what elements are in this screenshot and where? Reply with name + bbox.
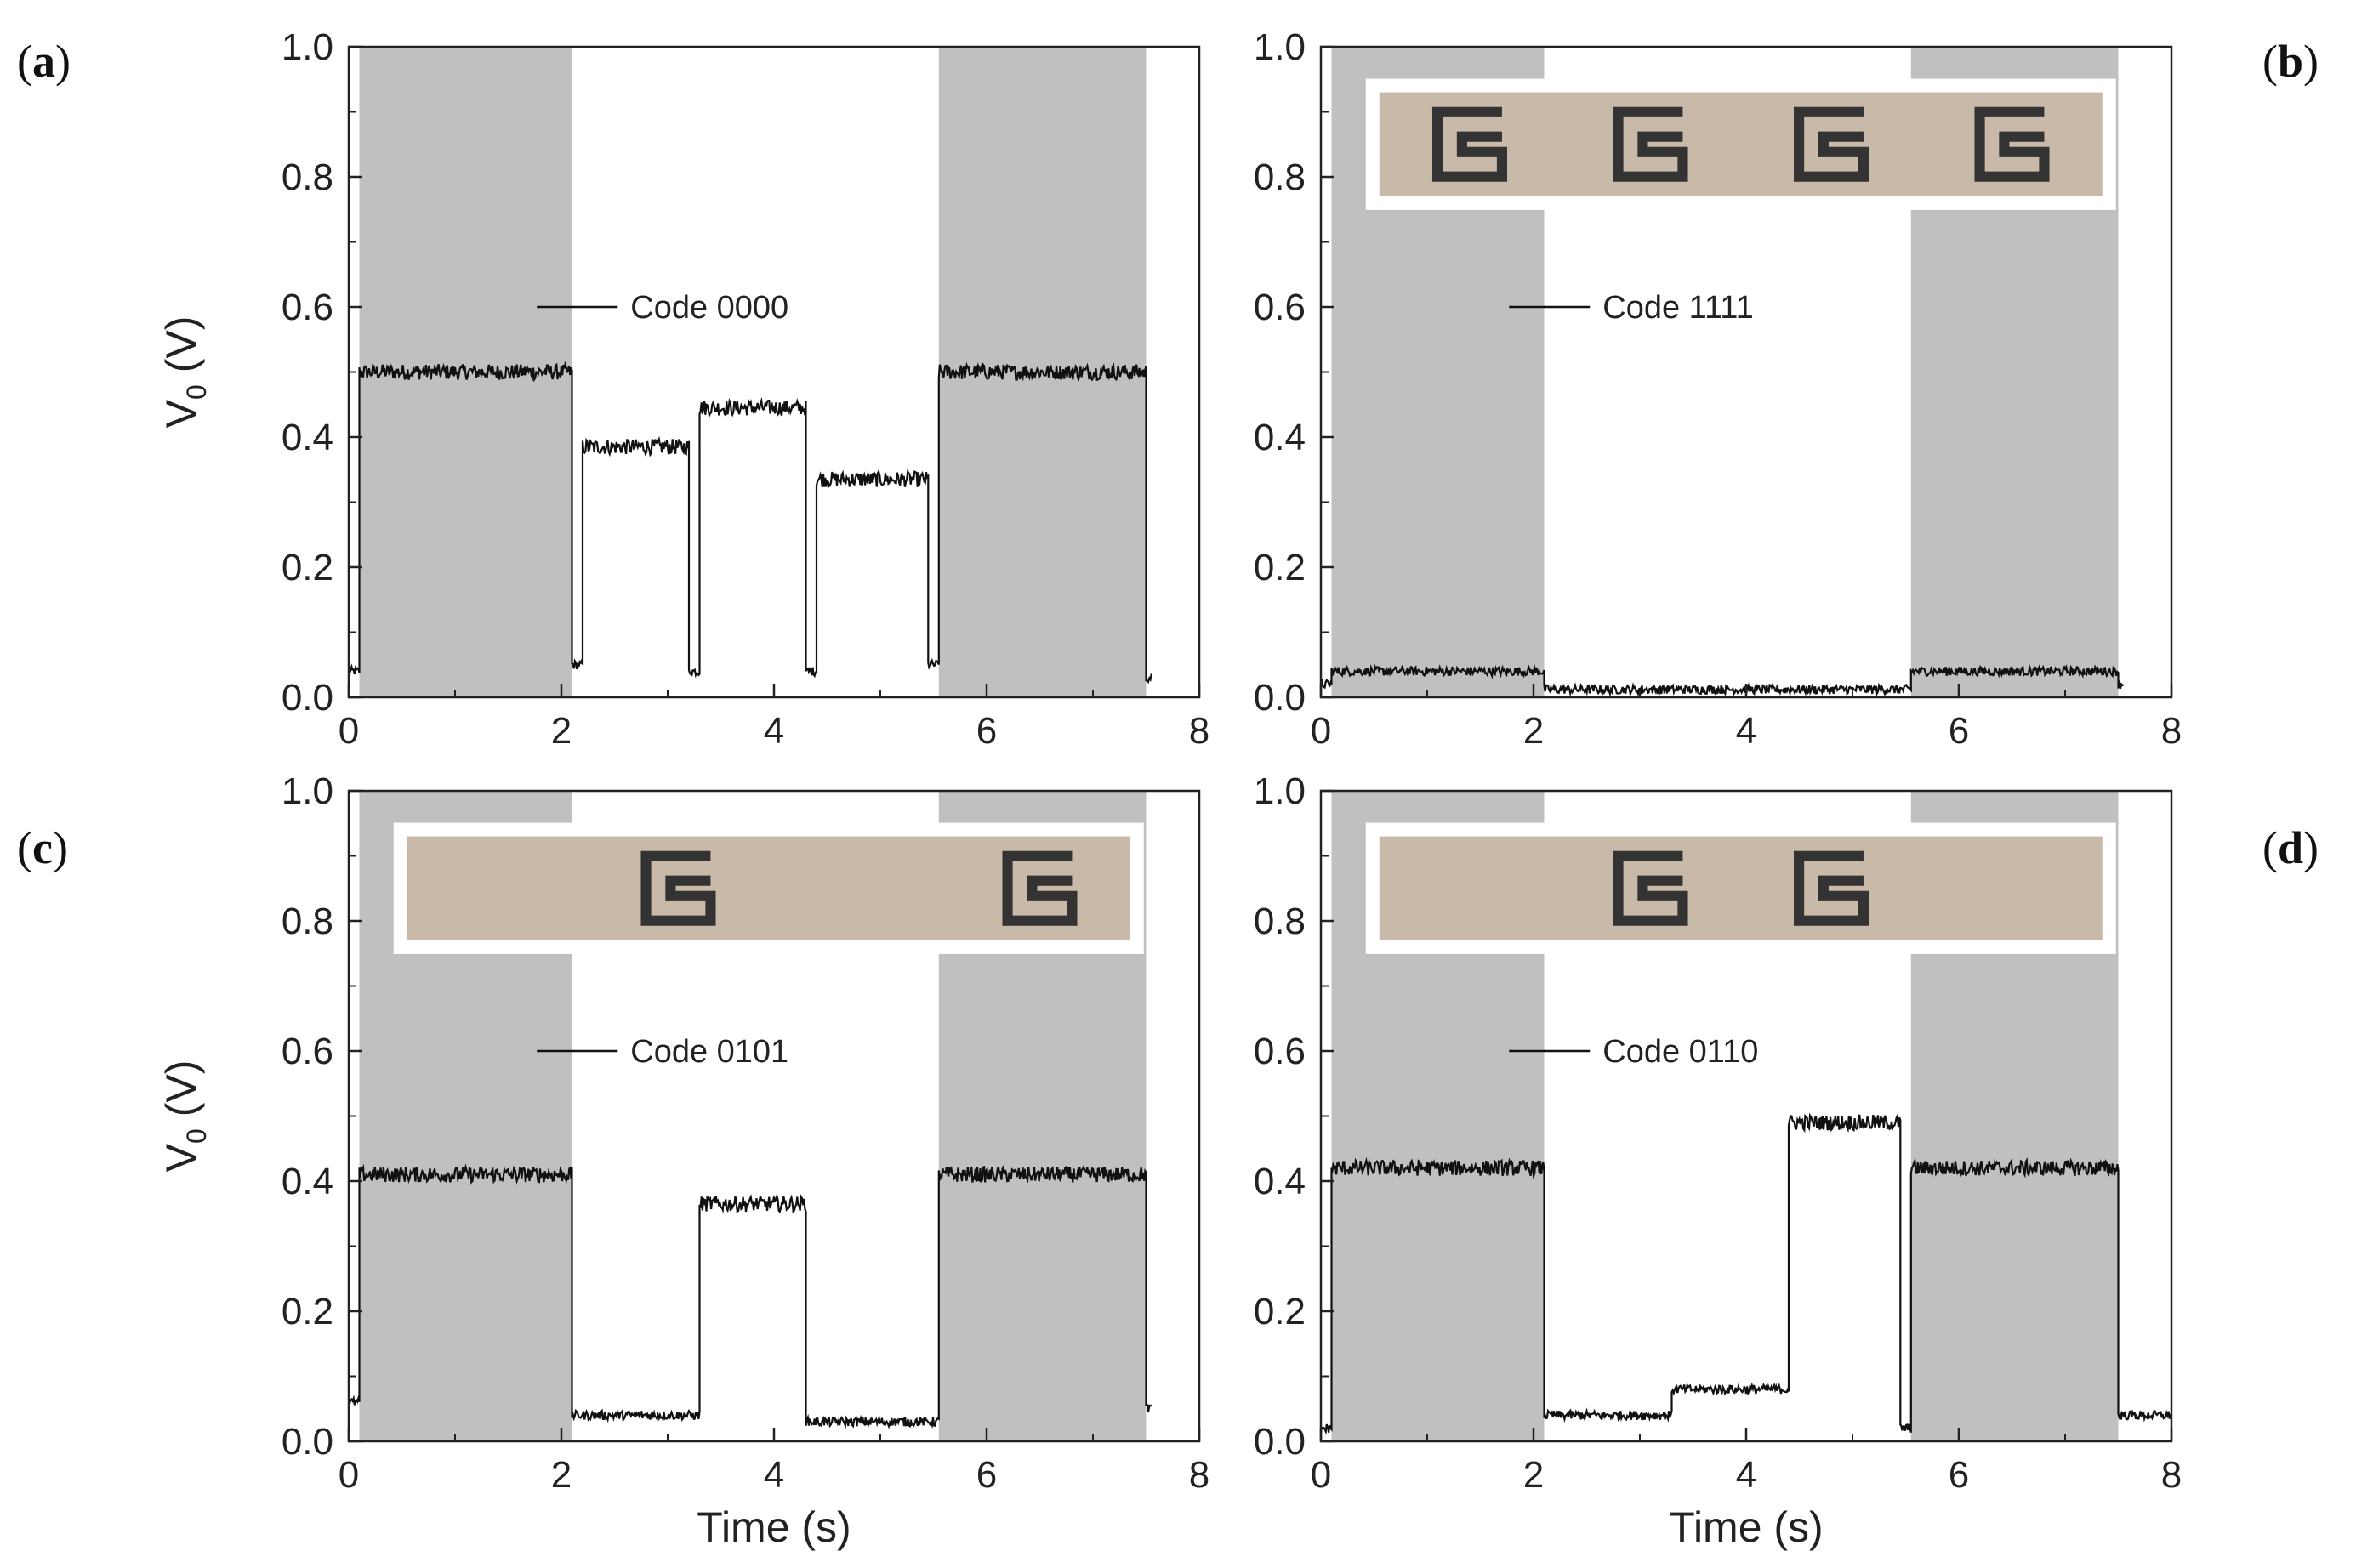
x-tick-label: 0 <box>1311 710 1331 752</box>
y-tick-label: 0.2 <box>1254 547 1306 588</box>
x-tick-label: 4 <box>764 710 784 752</box>
inset-marker-shape <box>1793 850 1869 926</box>
x-tick-label: 8 <box>2161 710 2182 752</box>
x-tick-label: 6 <box>976 1454 997 1496</box>
x-tick-label: 4 <box>1736 1454 1756 1496</box>
series-line-code-1111 <box>1320 663 2125 698</box>
inset-marker <box>640 850 716 926</box>
x-tick-label: 0 <box>339 1454 359 1496</box>
x-tick-label: 0 <box>1311 1454 1331 1496</box>
y-tick-label: 0.8 <box>282 156 333 198</box>
y-tick-label: 0.6 <box>282 287 333 328</box>
x-axis-title: Time (s) <box>697 1503 851 1551</box>
y-axis-title: V0 (V) <box>157 1060 212 1173</box>
y-tick-label: 0.2 <box>282 547 333 588</box>
panel-d: 0 2 4 6 8 0.0 0.2 0.4 0.6 0.8 1.0 Code 0110 (d) Time … <box>1254 770 2319 1551</box>
inset-marker-shape <box>1002 850 1078 926</box>
y-tick-label: 0.4 <box>282 417 333 458</box>
inset-strip <box>1379 836 2103 940</box>
y-tick-label: 0.0 <box>282 1421 333 1463</box>
x-tick-label: 8 <box>2161 1454 2182 1496</box>
legend-label: Code 0101 <box>630 1034 788 1070</box>
x-tick-label: 2 <box>1523 1454 1544 1496</box>
inset-marker <box>1974 106 2050 182</box>
y-tick-label: 0.6 <box>282 1031 333 1072</box>
y-tick-label: 1.0 <box>282 770 333 812</box>
y-tick-label: 0.8 <box>1254 900 1306 942</box>
panel-label: (a) <box>17 36 71 87</box>
y-axis-title: V0 (V) <box>157 316 212 429</box>
x-tick-label: 6 <box>1949 710 1969 752</box>
panel-c: 0 2 4 6 8 0.0 0.2 0.4 0.6 0.8 1.0 Code 0101 (c) V0 (V… <box>17 770 1209 1551</box>
y-tick-label: 0.0 <box>282 677 333 719</box>
inset-marker <box>1002 850 1078 926</box>
inset-marker <box>1613 850 1688 926</box>
y-tick-label: 0.4 <box>1254 417 1306 458</box>
x-tick-label: 4 <box>1736 710 1756 752</box>
y-tick-label: 0.0 <box>1254 1421 1306 1463</box>
panel-label: (b) <box>2262 36 2319 87</box>
x-tick-label: 2 <box>551 710 572 752</box>
y-tick-label: 0.2 <box>282 1291 333 1332</box>
inset-marker <box>1793 106 1869 182</box>
panel-label: (c) <box>17 822 68 873</box>
y-tick-label: 1.0 <box>1254 26 1306 68</box>
inset-marker-shape <box>1613 850 1688 926</box>
x-tick-label: 6 <box>976 710 997 752</box>
inset-marker <box>1431 106 1508 182</box>
y-tick-label: 0.6 <box>1254 287 1306 328</box>
x-tick-label: 2 <box>551 1454 572 1496</box>
inset-marker-shape <box>1431 106 1508 182</box>
inset-marker-shape <box>640 850 716 926</box>
panel-a: 0 2 4 6 8 0.0 0.2 0.4 0.6 0.8 1.0 Code 0000 (a) V0 (V… <box>17 26 1209 752</box>
y-tick-label: 0.2 <box>1254 1291 1306 1332</box>
y-tick-label: 1.0 <box>1254 770 1306 812</box>
inset-marker-shape <box>1613 106 1688 182</box>
series-line-code-0000 <box>347 361 1152 685</box>
panel-label: (d) <box>2262 822 2319 873</box>
panel-b: 0 2 4 6 8 0.0 0.2 0.4 0.6 0.8 1.0 Code 1111 (b) <box>1254 26 2319 752</box>
y-tick-label: 0.6 <box>1254 1031 1306 1072</box>
x-tick-label: 0 <box>339 710 359 752</box>
y-tick-label: 0.0 <box>1254 677 1306 719</box>
x-tick-label: 4 <box>764 1454 784 1496</box>
x-tick-label: 8 <box>1189 1454 1209 1496</box>
y-tick-label: 0.4 <box>282 1161 333 1202</box>
legend-label: Code 0000 <box>630 290 788 326</box>
x-axis-title: Time (s) <box>1669 1503 1823 1551</box>
y-tick-label: 1.0 <box>282 26 333 68</box>
x-tick-label: 8 <box>1189 710 1209 752</box>
legend-label: Code 0110 <box>1602 1034 1758 1070</box>
inset-marker-shape <box>1793 106 1869 182</box>
y-tick-label: 0.4 <box>1254 1161 1306 1202</box>
inset-marker-shape <box>1974 106 2050 182</box>
inset-marker <box>1793 850 1869 926</box>
x-tick-label: 6 <box>1949 1454 1969 1496</box>
y-tick-label: 0.8 <box>282 900 333 942</box>
y-tick-label: 0.8 <box>1254 156 1306 198</box>
inset-marker <box>1613 106 1688 182</box>
series-line-code-0110 <box>1320 1112 2173 1435</box>
legend-label: Code 1111 <box>1602 290 1753 326</box>
x-tick-label: 2 <box>1523 710 1544 752</box>
series-line-code-0101 <box>347 1163 1152 1429</box>
